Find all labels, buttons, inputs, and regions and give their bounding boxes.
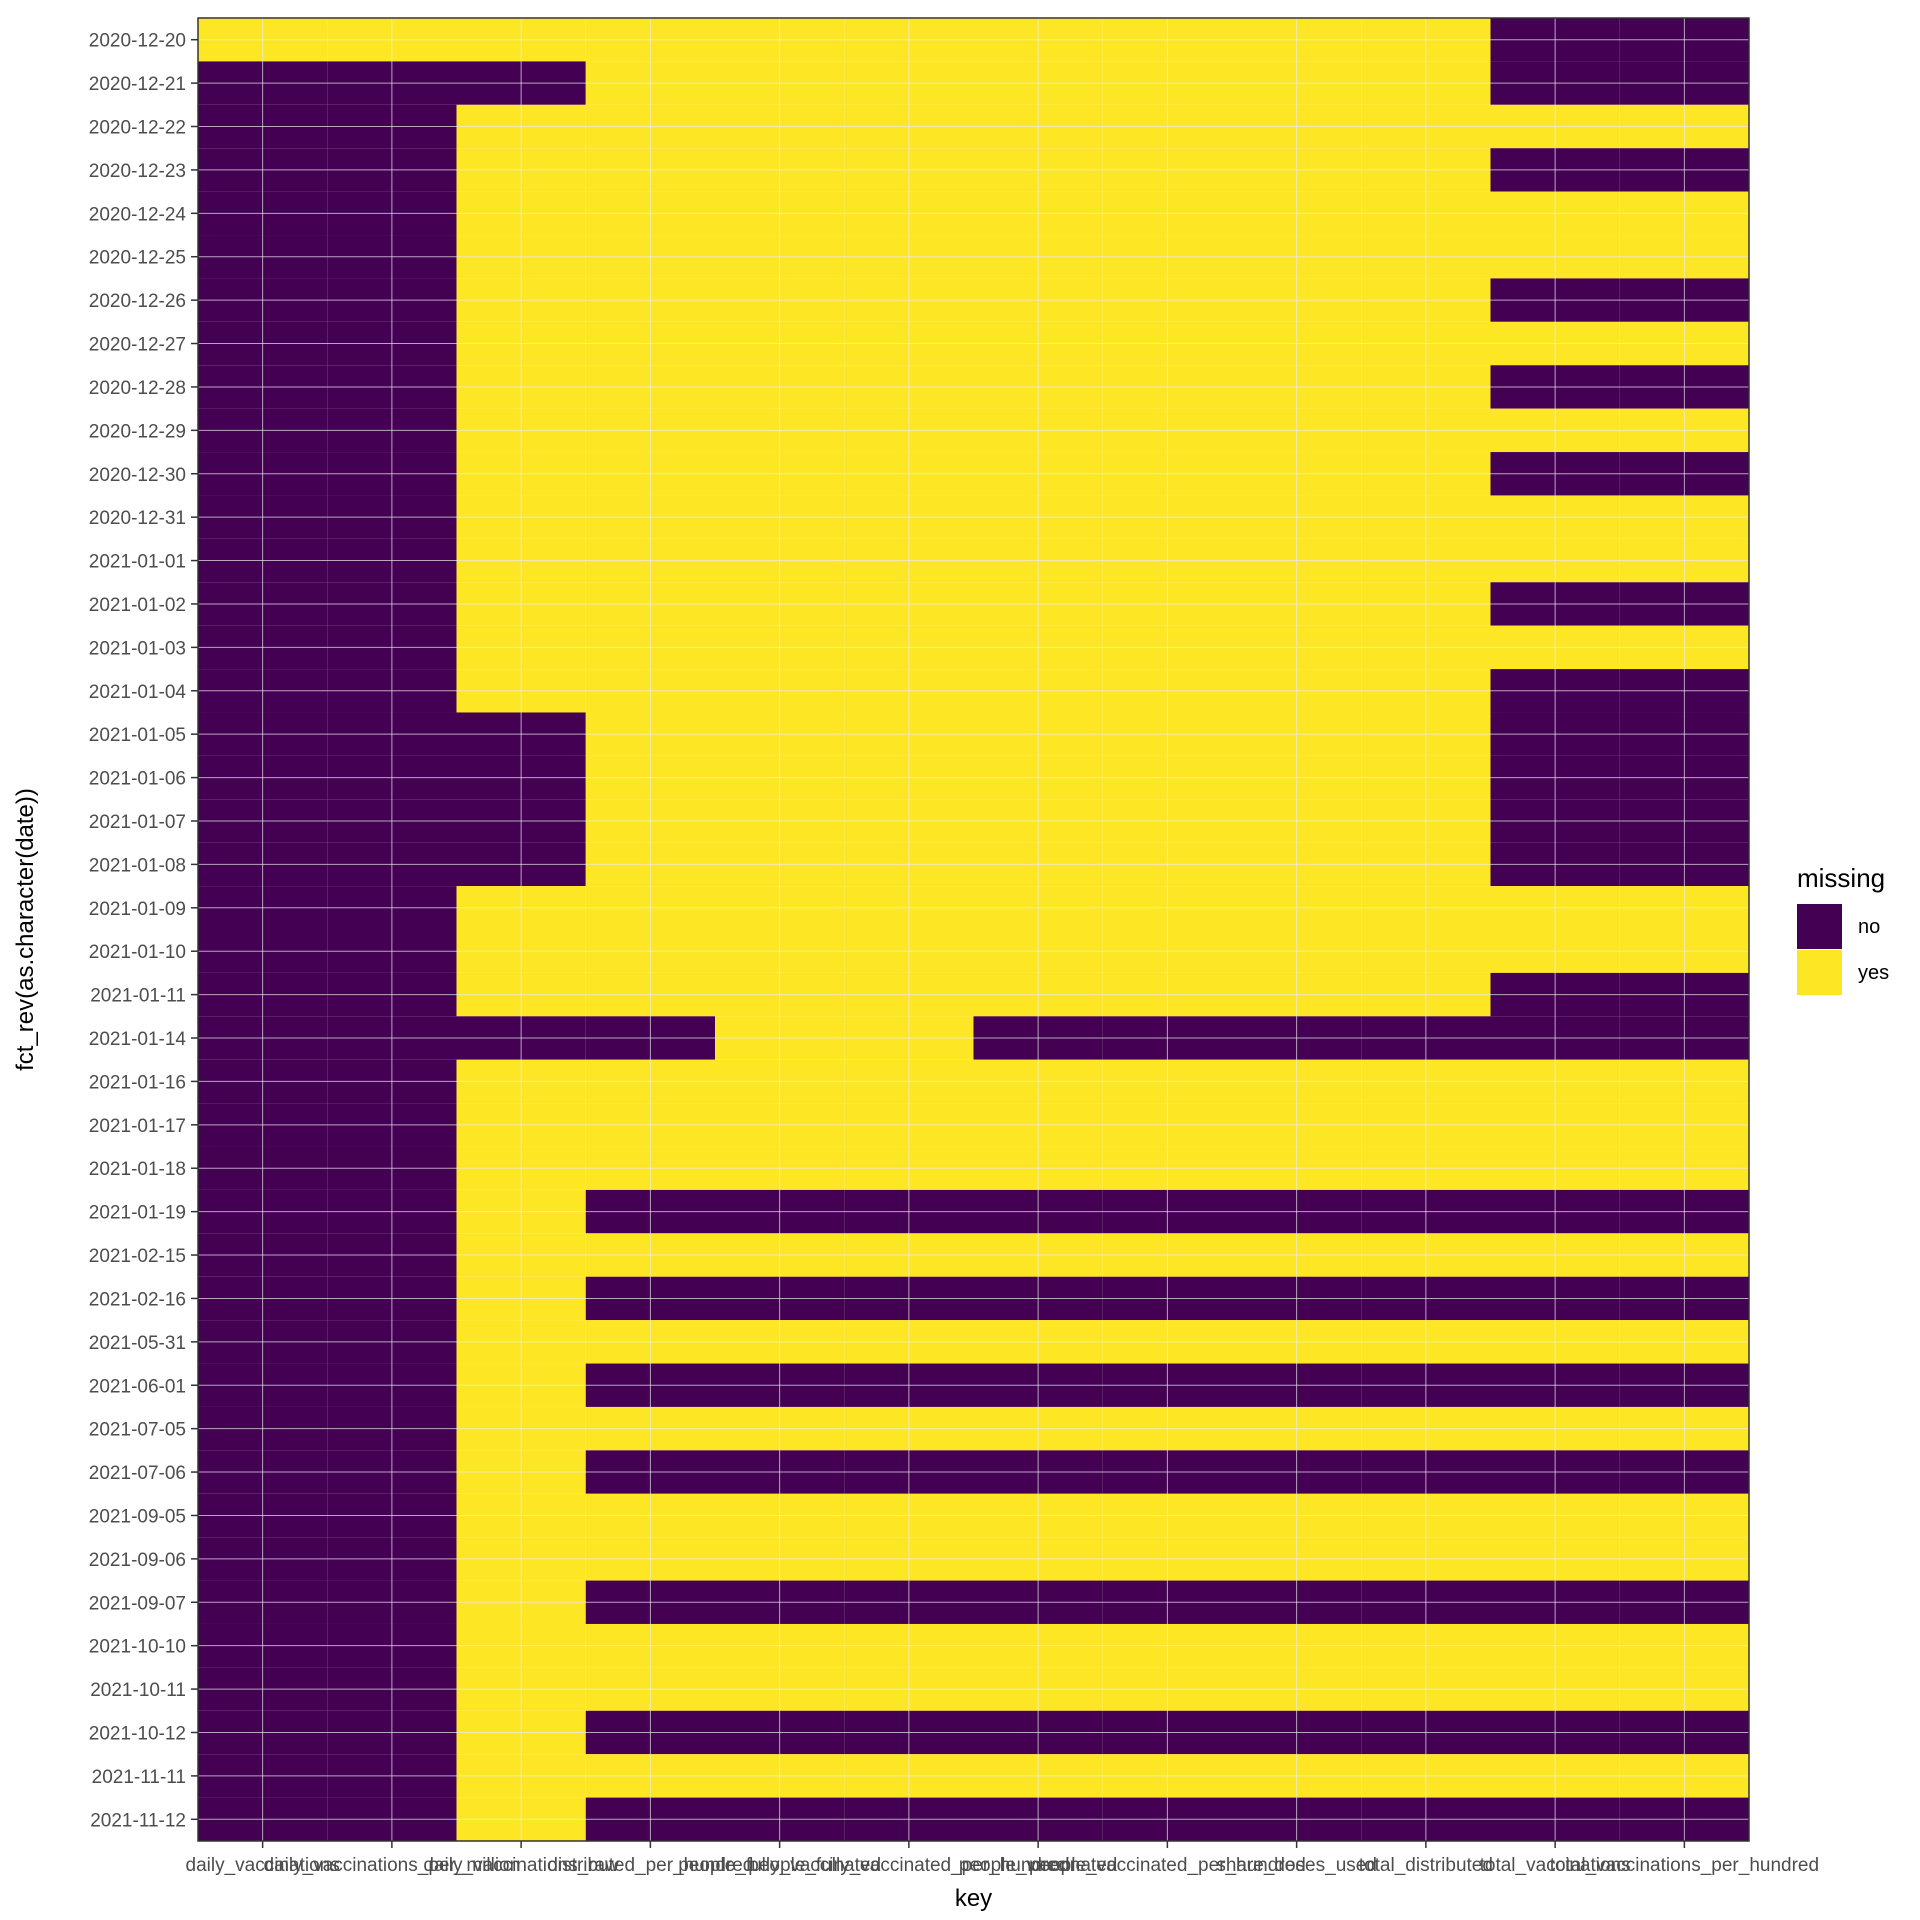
y-tick-label: 2021-01-03 [89, 638, 186, 659]
x-axis-title: key [955, 1885, 992, 1912]
y-tick-label: 2021-01-18 [89, 1159, 186, 1180]
x-tick-label: total_vaccinations [1480, 1855, 1631, 1876]
x-axis: daily_vaccinationsdaily_vaccinations_per… [186, 1841, 1819, 1876]
y-tick-label: 2020-12-24 [89, 204, 187, 225]
legend-label-no: no [1858, 916, 1880, 938]
y-tick-label: 2021-07-05 [89, 1420, 186, 1441]
y-tick-label: 2020-12-20 [89, 31, 186, 52]
y-tick-label: 2021-02-16 [89, 1289, 186, 1310]
y-tick-label: 2020-12-31 [89, 508, 186, 529]
y-tick-label: 2020-12-28 [89, 378, 186, 399]
y-tick-label: 2020-12-25 [89, 248, 186, 269]
legend: missing no yes [1797, 863, 1889, 995]
x-tick-label: daily_vaccinations_raw [423, 1855, 619, 1876]
y-tick-label: 2021-09-06 [89, 1550, 186, 1571]
heatmap-cells [198, 18, 1749, 1841]
y-tick-label: 2021-01-07 [89, 812, 186, 833]
y-tick-label: 2021-01-01 [89, 552, 186, 573]
y-tick-label: 2020-12-26 [89, 291, 186, 312]
y-tick-label: 2021-10-11 [90, 1680, 186, 1701]
y-tick-label: 2021-01-06 [89, 769, 186, 790]
y-tick-label: 2021-10-10 [89, 1637, 186, 1658]
y-tick-label: 2021-06-01 [89, 1376, 186, 1397]
x-tick-label: people_fully_vaccinated_per_hundred [748, 1855, 1069, 1876]
x-tick-label: daily_vaccinations [186, 1855, 340, 1876]
grid-lines [198, 18, 1749, 1841]
legend-key-no [1797, 904, 1842, 949]
y-tick-label: 2021-01-11 [90, 986, 186, 1007]
y-tick-label: 2020-12-21 [89, 74, 186, 95]
y-tick-label: 2021-01-02 [89, 595, 186, 616]
y-tick-label: 2021-10-12 [89, 1723, 186, 1744]
y-tick-label: 2021-09-05 [89, 1506, 186, 1527]
y-tick-label: 2020-12-27 [89, 335, 186, 356]
y-tick-label: 2021-02-15 [89, 1246, 186, 1267]
legend-label-yes: yes [1858, 962, 1889, 984]
y-tick-label: 2021-11-11 [92, 1767, 186, 1788]
y-tick-label: 2020-12-30 [89, 465, 186, 486]
y-tick-label: 2021-01-19 [89, 1203, 186, 1224]
y-tick-label: 2021-01-09 [89, 899, 186, 920]
y-tick-label: 2021-01-04 [89, 682, 187, 703]
x-tick-label: people_fully_vaccinated [678, 1855, 881, 1876]
legend-key-yes [1797, 950, 1842, 995]
y-axis-title: fct_rev(as.character(date)) [12, 788, 39, 1071]
y-tick-label: 2021-01-08 [89, 855, 186, 876]
y-tick-label: 2021-05-31 [89, 1333, 186, 1354]
y-tick-label: 2021-01-10 [89, 942, 186, 963]
y-tick-label: 2020-12-22 [89, 118, 186, 139]
x-tick-label: total_vaccinations_per_hundred [1550, 1855, 1819, 1876]
y-axis: 2020-12-20 2020-12-21 2020-12-22 2020-12-23… [89, 31, 198, 1831]
x-tick-label: distributed_per_hundred [547, 1855, 753, 1876]
y-tick-label: 2021-11-12 [90, 1810, 186, 1831]
y-tick-label: 2021-01-14 [89, 1029, 187, 1050]
x-tick-label: people_vaccinated [959, 1855, 1117, 1876]
y-tick-label: 2021-01-16 [89, 1072, 186, 1093]
x-tick-label: daily_vaccinations_per_million [264, 1855, 521, 1876]
y-tick-label: 2021-07-06 [89, 1463, 186, 1484]
y-tick-label: 2020-12-23 [89, 161, 186, 182]
x-tick-label: share_doses_used [1216, 1855, 1377, 1876]
x-tick-label: people_vaccinated_per_hundred [1029, 1855, 1306, 1876]
legend-title: missing [1797, 863, 1885, 893]
panel-border [197, 17, 1750, 1842]
y-tick-label: 2020-12-29 [89, 421, 186, 442]
y-tick-label: 2021-01-17 [89, 1116, 186, 1137]
y-tick-label: 2021-01-05 [89, 725, 186, 746]
y-tick-label: 2021-09-07 [89, 1593, 186, 1614]
x-tick-label: total_distributed [1359, 1855, 1493, 1876]
